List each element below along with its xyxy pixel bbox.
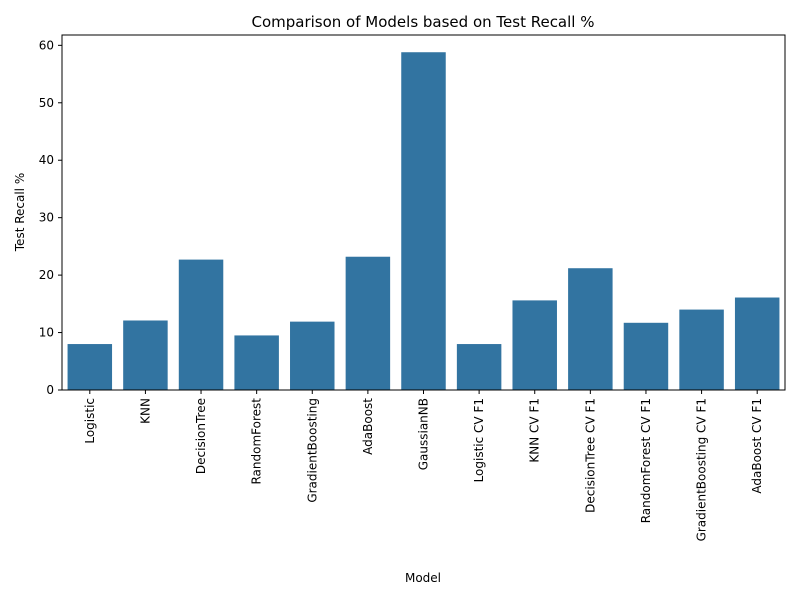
bar-gaussiannb bbox=[401, 52, 446, 390]
bar-gradientboosting bbox=[290, 321, 335, 390]
y-tick-label-30: 30 bbox=[39, 211, 54, 225]
x-tick-label-randomforest-cv-f1: RandomForest CV F1 bbox=[639, 398, 653, 523]
x-tick-label-logistic-cv-f1: Logistic CV F1 bbox=[472, 398, 486, 482]
x-tick-label-logistic: Logistic bbox=[83, 398, 97, 444]
bar-randomforest-cv-f1 bbox=[623, 322, 669, 390]
x-tick-label-knn: KNN bbox=[138, 398, 152, 424]
x-tick-label-decisiontree-cv-f1: DecisionTree CV F1 bbox=[583, 398, 597, 513]
x-tick-label-gradientboosting: GradientBoosting bbox=[305, 398, 319, 503]
bar-gradientboosting-cv-f1 bbox=[679, 309, 724, 390]
bar-logistic bbox=[67, 344, 113, 390]
x-tick-label-randomforest: RandomForest bbox=[250, 398, 264, 485]
y-tick-label-50: 50 bbox=[39, 96, 54, 110]
x-tick-label-knn-cv-f1: KNN CV F1 bbox=[528, 398, 542, 463]
bar-adaboost-cv-f1 bbox=[734, 297, 780, 390]
x-tick-label-adaboost: AdaBoost bbox=[361, 398, 375, 455]
bar-knn-cv-f1 bbox=[512, 300, 557, 390]
bar-logistic-cv-f1 bbox=[456, 344, 502, 390]
y-axis: 0 10 20 30 40 50 60 bbox=[39, 38, 62, 397]
x-tick-label-gradientboosting-cv-f1: GradientBoosting CV F1 bbox=[695, 398, 709, 541]
x-axis: Logistic KNN DecisionTree RandomForest Gradi… bbox=[83, 390, 764, 541]
y-tick-label-60: 60 bbox=[39, 38, 54, 52]
bar-knn bbox=[123, 320, 168, 390]
x-tick-label-decisiontree: DecisionTree bbox=[194, 398, 208, 474]
chart-title: Comparison of Models based on Test Recal… bbox=[251, 13, 594, 31]
x-tick-label-gaussiannb: GaussianNB bbox=[417, 398, 431, 470]
bar-adaboost bbox=[345, 256, 391, 390]
bar-randomforest bbox=[234, 335, 279, 390]
bars-group bbox=[67, 52, 780, 390]
y-tick-label-40: 40 bbox=[39, 153, 54, 167]
bar-decisiontree bbox=[178, 259, 224, 390]
y-axis-label: Test Recall % bbox=[13, 173, 27, 252]
y-tick-label-20: 20 bbox=[39, 268, 54, 282]
y-tick-label-0: 0 bbox=[46, 383, 54, 397]
x-tick-label-adaboost-cv-f1: AdaBoost CV F1 bbox=[750, 398, 764, 494]
y-tick-label-10: 10 bbox=[39, 326, 54, 340]
bar-decisiontree-cv-f1 bbox=[568, 268, 613, 390]
plot-frame bbox=[61, 34, 786, 391]
x-axis-label: Model bbox=[405, 571, 441, 585]
